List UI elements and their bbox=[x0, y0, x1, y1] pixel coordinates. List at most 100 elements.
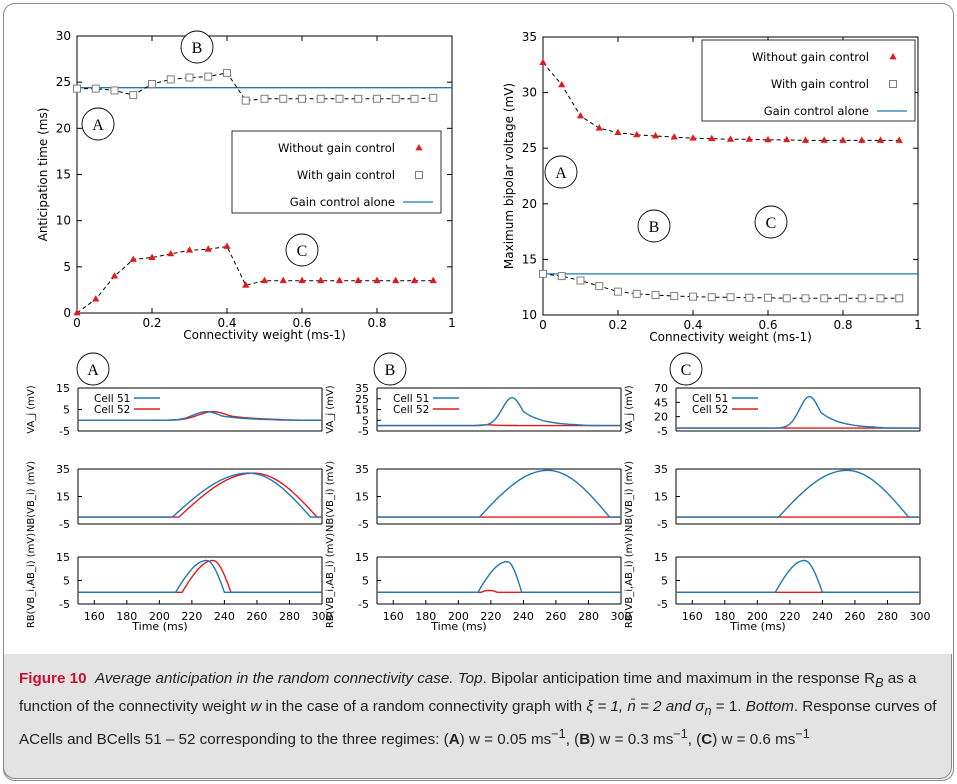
panel-B-0-legend-label: Cell 52 bbox=[393, 404, 429, 416]
top-left-y-axis-label: Anticipation time (ms) bbox=[36, 108, 50, 242]
top-left-series-curve bbox=[76, 245, 434, 314]
bottom-column-label: A bbox=[87, 362, 99, 379]
top-right-triangle-point bbox=[558, 80, 566, 88]
top-right-legend-label: Gain control alone bbox=[764, 104, 869, 118]
panel-A-1-curve-cell-51 bbox=[78, 472, 322, 518]
panel-C-0-y-tick-label: -5 bbox=[657, 425, 668, 438]
top-right-square-point bbox=[895, 294, 904, 303]
caption-sep-1: , ( bbox=[565, 731, 580, 749]
top-right-legend-label: With gain control bbox=[771, 77, 869, 91]
panel-B-2-y-tick-label: 5 bbox=[362, 575, 369, 588]
panel-C-1-curve-cell-51 bbox=[676, 469, 920, 518]
panel-A-0-curve-cell-51 bbox=[78, 410, 322, 421]
top-left-regime-circle bbox=[180, 30, 214, 64]
top-left-triangle-point bbox=[73, 309, 81, 316]
top-right-y-tick-label: 30 bbox=[522, 86, 537, 100]
panel-A-2-x-tick-label: 220 bbox=[181, 610, 202, 623]
top-left-legend-label: Gain control alone bbox=[290, 195, 395, 209]
caption-regime-c: C bbox=[701, 731, 713, 749]
top-right-triangle-point bbox=[576, 111, 585, 119]
top-left-triangle-point bbox=[242, 281, 250, 288]
top-left-triangle-point bbox=[110, 272, 119, 279]
panel-A-0-y-tick-label: 5 bbox=[63, 404, 70, 417]
top-right-square-point bbox=[632, 289, 641, 298]
panel-C-1-y-tick-label: 35 bbox=[654, 463, 668, 476]
top-left-square-point bbox=[260, 94, 269, 103]
top-right-y-tick-label: 25 bbox=[522, 141, 537, 155]
panel-B-2-y-tick-label: -5 bbox=[358, 598, 369, 611]
top-left-triangle-point bbox=[317, 276, 325, 284]
caption-exp-a: −1 bbox=[551, 727, 566, 742]
top-left-square-point bbox=[410, 94, 419, 103]
top-left-square-point bbox=[223, 68, 231, 77]
top-right-square-point bbox=[576, 276, 585, 285]
top-right-square-point bbox=[689, 292, 697, 301]
top-left-triangle-point bbox=[148, 253, 156, 260]
top-right-triangle-point bbox=[858, 136, 866, 143]
top-left-x-tick-label: 0.8 bbox=[367, 316, 386, 330]
panel-A-1-curve-cell-52 bbox=[78, 472, 322, 518]
top-left-square-point bbox=[373, 94, 381, 103]
top-left-x-tick-label: 0.6 bbox=[292, 316, 311, 330]
figure-caption: Figure 10 Average anticipation in the ra… bbox=[19, 667, 944, 751]
top-left-square-point bbox=[185, 73, 194, 82]
top-left-regime-label: B bbox=[192, 40, 203, 57]
top-left-x-tick-label: 0.2 bbox=[142, 316, 161, 330]
panel-C-2-x-tick-label: 280 bbox=[877, 610, 898, 623]
top-left-triangle-point bbox=[392, 276, 400, 284]
top-right-square-point bbox=[801, 294, 810, 303]
top-right-square-point bbox=[876, 294, 885, 303]
top-left-triangle-point bbox=[373, 276, 381, 284]
caption-band bbox=[3, 654, 952, 779]
panel-C-2-x-axis-label: Time (ms) bbox=[729, 620, 785, 633]
top-left-triangle-point bbox=[354, 276, 362, 284]
top-right-x-axis-label: Connectivity weight (ms-1) bbox=[649, 330, 812, 344]
panel-C-2-x-tick-label: 200 bbox=[747, 610, 768, 623]
panel-A-0-legend-label: Cell 52 bbox=[94, 404, 130, 416]
top-right-triangle-point bbox=[726, 135, 735, 142]
top-right-x-tick-label: 0.8 bbox=[833, 318, 852, 332]
top-left-y-tick-label: 0 bbox=[63, 306, 71, 320]
panel-A-2-y-tick-label: 15 bbox=[56, 551, 70, 564]
top-right-regime-label: B bbox=[649, 219, 660, 236]
panel-B-2-x-tick-label: 220 bbox=[480, 610, 501, 623]
panel-A-2-x-tick-label: 180 bbox=[116, 610, 137, 623]
top-right-x-tick-label: 0.2 bbox=[608, 318, 627, 332]
top-left-triangle-point bbox=[335, 276, 344, 284]
top-left-square-point bbox=[110, 86, 119, 95]
panel-B-0-legend-label: Cell 51 bbox=[393, 393, 429, 405]
panel-B-1-y-tick-label: -5 bbox=[358, 518, 369, 531]
top-right-square-point bbox=[857, 294, 866, 303]
top-left-triangle-point bbox=[260, 276, 269, 284]
caption-top-text: . Bipolar anticipation time and maximum … bbox=[482, 670, 876, 687]
panel-A-2-curve-cell-51 bbox=[78, 559, 322, 593]
caption-title: Average anticipation in the random conne… bbox=[94, 670, 454, 687]
top-left-regime-circle bbox=[285, 233, 319, 267]
caption-w: w bbox=[250, 698, 262, 716]
panel-B-1-y-tick-label: 35 bbox=[355, 463, 369, 476]
top-right-triangle-point bbox=[689, 134, 697, 141]
top-right-square-point bbox=[764, 293, 772, 302]
bottom-column-circle bbox=[373, 352, 407, 386]
top-right-square-point bbox=[539, 269, 547, 278]
panel-B-0-y-tick-label: -5 bbox=[358, 425, 369, 438]
top-right-regime-label: A bbox=[555, 165, 567, 182]
panel-B-2-x-tick-label: 160 bbox=[383, 610, 404, 623]
panel-B-2-y-tick-label: 15 bbox=[355, 551, 369, 564]
panel-B-2-y-axis-label: RB(VB_i,AB_i) (mV) bbox=[325, 533, 336, 628]
caption-regime-a: A bbox=[448, 731, 460, 749]
top-left-y-tick-label: 10 bbox=[56, 214, 71, 228]
top-right-triangle-point bbox=[539, 58, 547, 65]
caption-bottom-label: Bottom bbox=[745, 698, 794, 716]
top-left-square-point bbox=[429, 93, 438, 102]
caption-top-text2: as a function of the connectivity weight bbox=[19, 670, 917, 716]
caption-regime-c-val: ) w = 0.6 ms bbox=[712, 731, 796, 749]
panel-C-2-curve-cell-51 bbox=[676, 559, 920, 593]
panel-B-1-y-tick-label: 15 bbox=[355, 491, 369, 504]
top-right-square-point bbox=[557, 272, 566, 281]
panel-C-2-x-tick-label: 220 bbox=[779, 610, 800, 623]
top-left-square-point bbox=[279, 94, 288, 103]
top-left-triangle-point bbox=[92, 295, 100, 302]
bottom-column-label: B bbox=[385, 362, 396, 379]
